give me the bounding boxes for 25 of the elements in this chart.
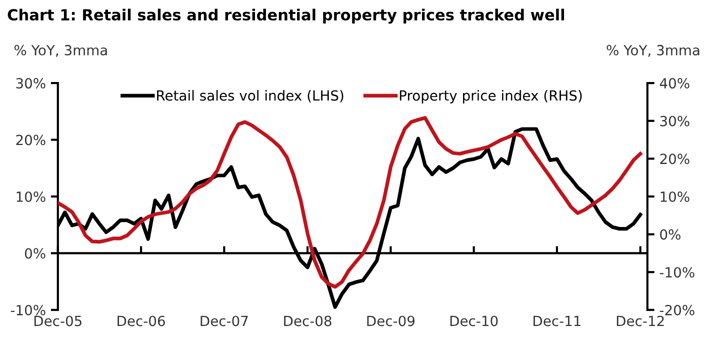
x-tick-label: Dec-09 bbox=[367, 316, 414, 326]
y2-tick-label: -20% bbox=[660, 304, 694, 316]
y-tick-label: 20% bbox=[16, 134, 46, 146]
y2-tick-label: 20% bbox=[660, 154, 690, 164]
legend-label: Property price index (RHS) bbox=[400, 90, 582, 104]
x-tick-label: Dec-06 bbox=[118, 316, 165, 326]
y2-tick-label: 0% bbox=[660, 229, 680, 240]
y2-tick-label: 40% bbox=[660, 78, 690, 89]
y-tick-label: -10% bbox=[10, 304, 46, 316]
y-tick-label: 30% bbox=[16, 78, 46, 89]
y2-tick-label: 10% bbox=[660, 191, 690, 202]
y2-tick-label: -10% bbox=[660, 267, 694, 278]
x-tick-label: Dec-11 bbox=[534, 316, 580, 326]
x-tick-label: Dec-10 bbox=[450, 316, 498, 326]
y2-tick-label: 30% bbox=[660, 116, 690, 126]
x-tick-label: Dec-07 bbox=[200, 316, 248, 326]
legend-label: Retail sales vol index (LHS) bbox=[157, 90, 344, 102]
chart-title: Chart 1: Retail sales and residential property prices tracked well bbox=[8, 8, 564, 24]
x-tick-label: Dec-05 bbox=[34, 316, 82, 326]
y-tick-label: 10% bbox=[16, 191, 46, 202]
y2-axis-title: % YoY, 3mma bbox=[606, 44, 700, 57]
x-tick-label: Dec-08 bbox=[284, 316, 332, 326]
y-tick-label: 0% bbox=[24, 248, 46, 259]
y-axis-title: % YoY, 3mma bbox=[14, 44, 107, 57]
x-tick-label: Dec-12 bbox=[616, 316, 664, 326]
